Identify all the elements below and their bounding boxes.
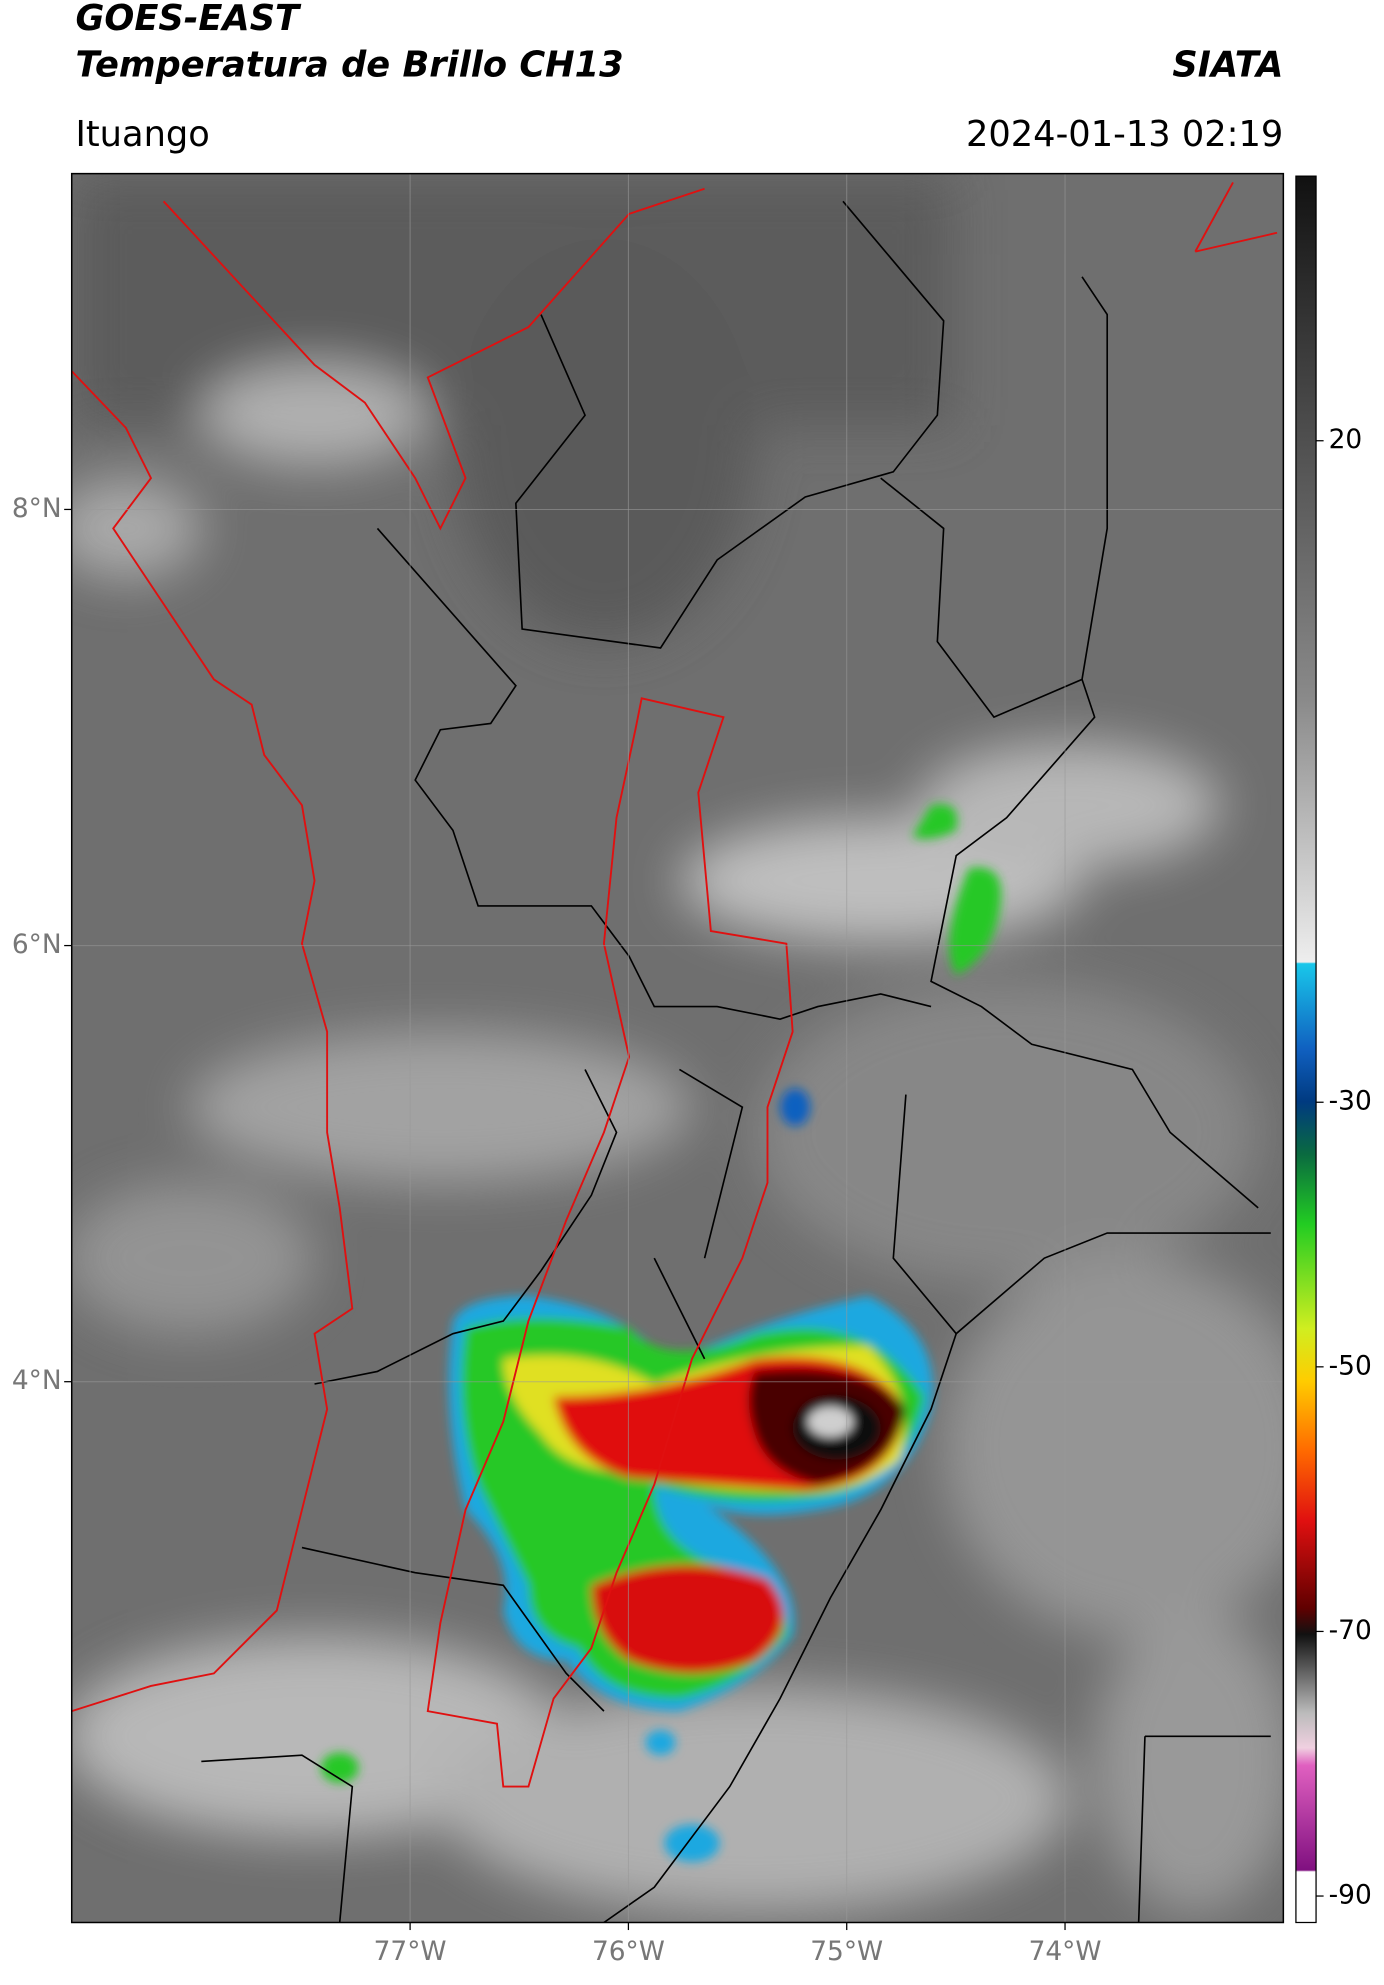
- lon-tick-label: 77°W: [374, 1936, 447, 1967]
- map-frame: [70, 172, 1285, 1924]
- colorbar-tick-label: -70: [1329, 1615, 1372, 1646]
- subtitle: Temperatura de Brillo CH13: [75, 45, 623, 86]
- lat-tick-label: 4°N: [12, 1365, 62, 1396]
- colorbar-tick-label: -50: [1329, 1350, 1372, 1381]
- colorbar: [1295, 175, 1317, 1924]
- graticule: [71, 173, 1284, 1923]
- lat-tick-label: 8°N: [12, 493, 62, 524]
- lon-tick-label: 76°W: [592, 1936, 665, 1967]
- colorbar-tick-label: -30: [1329, 1086, 1372, 1117]
- title: GOES-EAST: [75, 0, 302, 39]
- org: SIATA: [1172, 45, 1283, 86]
- colorbar-tick-label: -90: [1329, 1880, 1372, 1911]
- datetime: 2024-01-13 02:19: [966, 114, 1283, 155]
- location: Ituango: [75, 114, 209, 155]
- lon-tick-label: 74°W: [1029, 1936, 1102, 1967]
- map-image: [71, 173, 1284, 1923]
- colorbar-tick-label: 20: [1329, 424, 1363, 455]
- lat-tick-label: 6°N: [12, 929, 62, 960]
- lon-tick-label: 75°W: [810, 1936, 883, 1967]
